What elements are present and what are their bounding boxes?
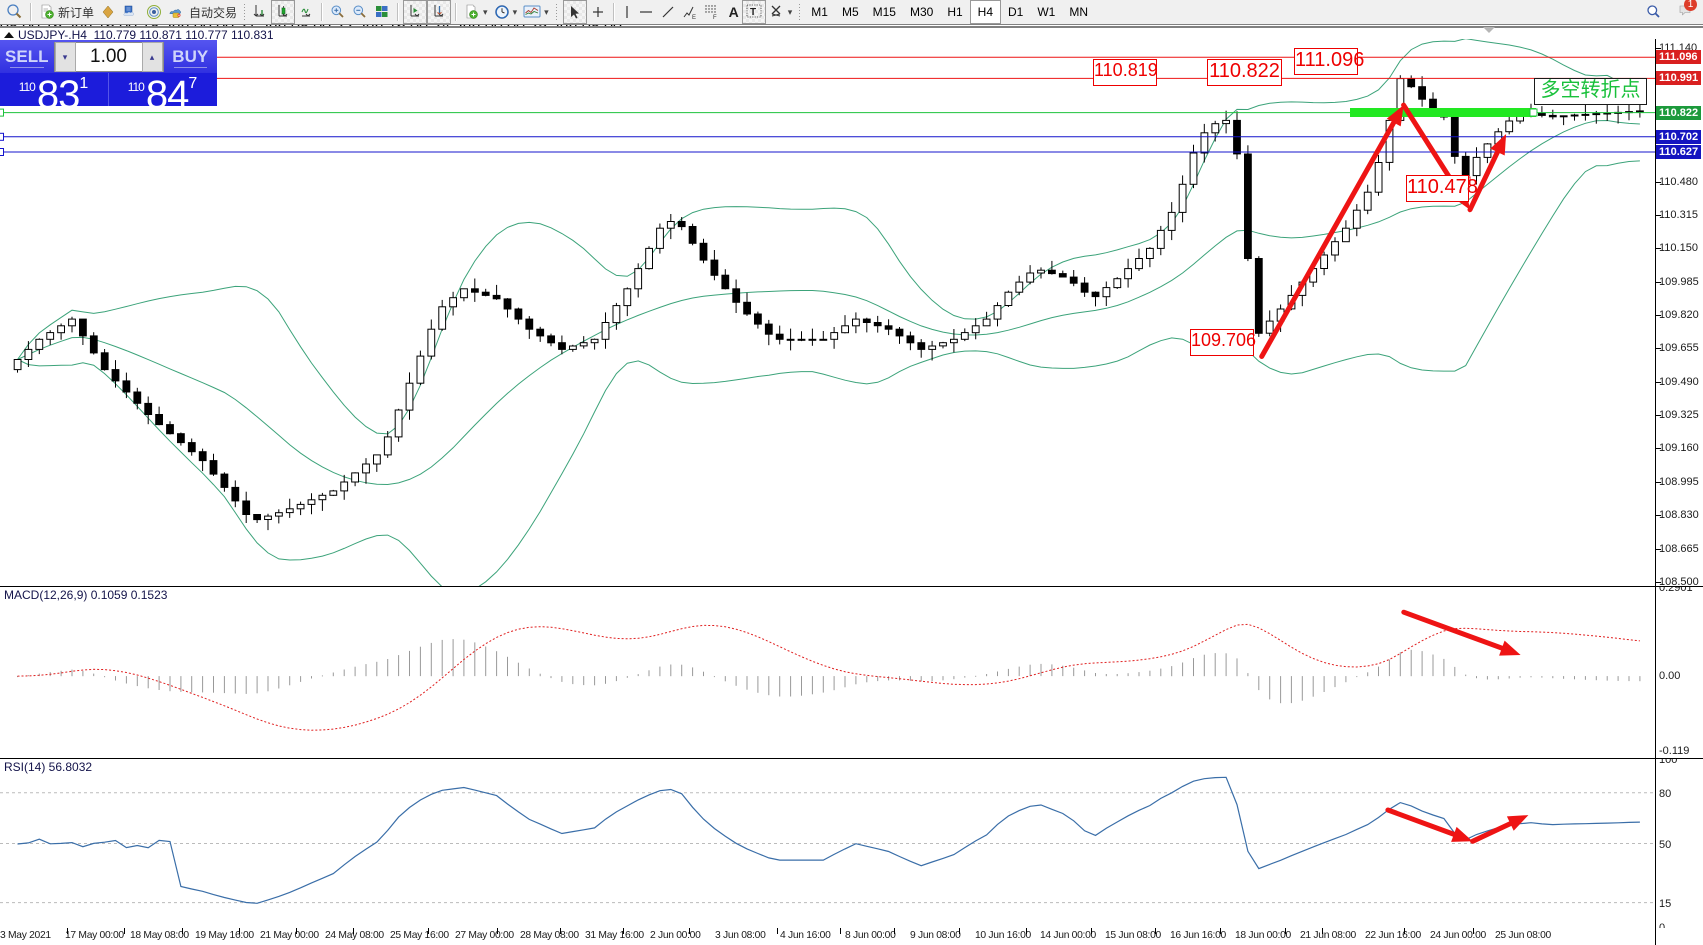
svg-text:T: T	[750, 7, 756, 18]
svg-text:E: E	[692, 15, 696, 20]
svg-text:F: F	[713, 15, 717, 20]
